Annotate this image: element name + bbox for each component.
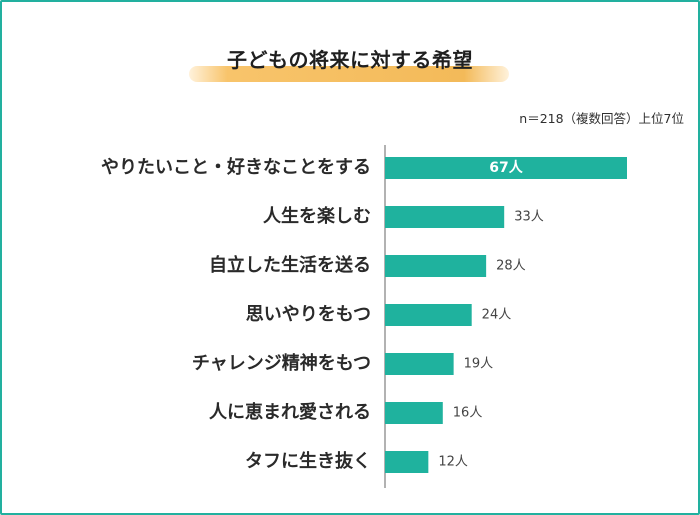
bar [385, 255, 487, 277]
category-label: 人に恵まれ愛される [209, 401, 371, 423]
category-label: 自立した生活を送る [209, 254, 371, 276]
bar [385, 304, 472, 326]
category-label: やりたいこと・好きなことをする [101, 156, 371, 178]
value-label: 67人 [489, 159, 523, 176]
bar [385, 451, 429, 473]
value-labels: 67人 33人 28人 24人 19人 16人 12人 [438, 159, 543, 470]
bars [385, 157, 627, 473]
value-label: 16人 [453, 406, 483, 421]
bar [385, 206, 505, 228]
value-label: 28人 [496, 259, 526, 274]
category-labels: やりたいこと・好きなことをする人生を楽しむ自立した生活を送る思いやりをもつチャレ… [101, 156, 371, 472]
category-label: チャレンジ精神をもつ [192, 352, 371, 374]
chart-title: 子どもの将来に対する希望 [227, 48, 473, 72]
category-label: タフに生き抜く [245, 450, 371, 472]
value-label: 19人 [464, 357, 494, 372]
value-label: 33人 [514, 210, 544, 225]
bar [385, 157, 627, 179]
sample-note: n＝218（複数回答）上位7位 [519, 111, 684, 126]
value-label: 12人 [438, 455, 468, 470]
bar [385, 353, 454, 375]
category-label: 思いやりをもつ [246, 304, 371, 325]
value-label: 24人 [482, 308, 512, 323]
category-label: 人生を楽しむ [263, 205, 371, 227]
bar [385, 402, 443, 424]
title-area: 子どもの将来に対する希望 [2, 45, 698, 85]
title-highlight [189, 66, 509, 82]
